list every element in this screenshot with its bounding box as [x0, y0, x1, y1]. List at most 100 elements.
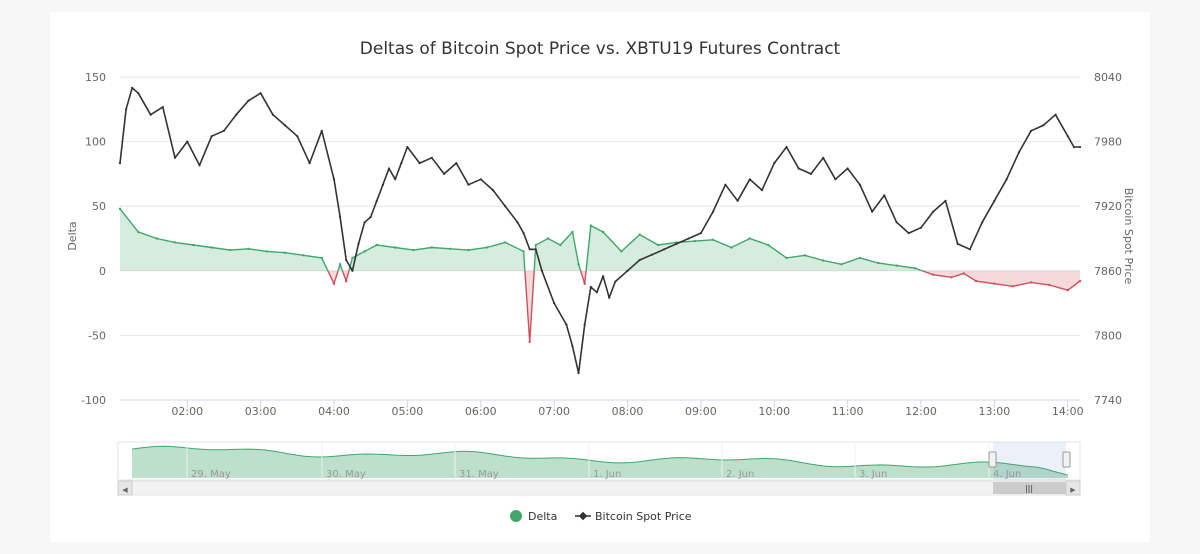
y-right-tick-label: 7920: [1094, 200, 1122, 213]
price-point: [308, 162, 311, 165]
price-point: [1042, 124, 1045, 127]
delta-point: [1011, 285, 1014, 288]
price-point: [871, 210, 874, 213]
price-point: [455, 162, 458, 165]
delta-point: [730, 246, 733, 249]
scrollbar-left-button[interactable]: [117, 480, 133, 496]
legend-item-price[interactable]: Bitcoin Spot Price: [575, 510, 692, 523]
price-point: [993, 199, 996, 202]
delta-point: [137, 230, 140, 234]
delta-point: [583, 282, 586, 285]
delta-point: [485, 246, 489, 249]
legend-delta-marker-icon: [510, 510, 522, 522]
delta-line-negative: [327, 270, 1080, 342]
delta-point: [351, 256, 354, 260]
price-point: [1078, 145, 1082, 149]
delta-point: [748, 237, 751, 240]
price-point: [1072, 145, 1075, 149]
y-axis-left-title: Delta: [66, 221, 79, 250]
price-point: [944, 199, 947, 202]
delta-point: [320, 256, 323, 260]
x-tick-label: 04:00: [318, 405, 350, 418]
delta-point: [877, 261, 880, 265]
scrollbar[interactable]: ◀ ||| ▶: [117, 480, 1081, 496]
scrollbar-right-button[interactable]: [1065, 480, 1081, 496]
navigator-date-label: 1. Jun: [593, 469, 621, 480]
price-series-layer: [118, 86, 1082, 375]
delta-point: [962, 272, 965, 275]
delta-point: [283, 251, 287, 254]
price-point: [534, 248, 537, 251]
x-tick-label: 03:00: [245, 405, 277, 418]
price-point: [357, 242, 360, 245]
navigator-left-handle[interactable]: [988, 451, 997, 468]
y-left-tick-label: -50: [88, 329, 106, 342]
delta-point: [559, 243, 562, 247]
price-point: [760, 189, 764, 192]
x-tick-label: 07:00: [538, 405, 570, 418]
price-point: [522, 232, 525, 235]
price-point: [400, 162, 403, 165]
scrollbar-thumb[interactable]: [993, 482, 1066, 494]
price-point: [565, 323, 568, 326]
price-point: [210, 135, 213, 138]
price-point: [363, 221, 366, 224]
delta-point: [1066, 289, 1070, 292]
price-point: [540, 269, 544, 272]
delta-point: [767, 243, 770, 247]
price-point: [968, 248, 972, 251]
price-line: [119, 87, 1080, 374]
delta-point: [638, 233, 641, 236]
legend-item-delta[interactable]: Delta: [510, 510, 557, 523]
delta-point: [412, 248, 415, 252]
price-point: [479, 178, 482, 181]
price-point: [1066, 135, 1069, 138]
price-point: [118, 162, 122, 165]
price-point: [504, 205, 507, 208]
price-point: [125, 108, 128, 111]
price-point: [907, 232, 910, 235]
delta-point: [332, 282, 336, 285]
y-right-tick-label: 7800: [1094, 329, 1122, 342]
price-point: [675, 242, 678, 245]
x-tick-label: 02:00: [171, 405, 203, 418]
price-point: [736, 199, 739, 202]
delta-point: [265, 250, 268, 253]
delta-point: [785, 256, 788, 260]
price-point: [956, 242, 959, 245]
navigator-selected-range[interactable]: [993, 442, 1066, 480]
x-tick-label: 14:00: [1052, 405, 1084, 418]
delta-point: [822, 259, 825, 262]
y-right-tick-label: 8040: [1094, 71, 1122, 84]
delta-point: [577, 263, 580, 266]
delta-point: [620, 250, 623, 253]
scrollbar-track[interactable]: [117, 480, 1081, 496]
price-point: [663, 248, 666, 251]
delta-point: [345, 279, 348, 283]
price-point: [516, 221, 519, 224]
x-tick-label: 13:00: [979, 405, 1011, 418]
price-point: [131, 86, 134, 89]
delta-point: [589, 224, 592, 227]
legend-price-marker-icon: [578, 511, 588, 521]
navigator[interactable]: 29. May 30. May 31. May 1. Jun 2. Jun 3. Jun 4…: [117, 441, 1081, 481]
scrollbar-right-arrow-icon: ▶: [1070, 486, 1076, 494]
delta-point: [546, 237, 550, 240]
price-point: [222, 129, 225, 132]
y-left-tick-label: 0: [99, 265, 106, 278]
delta-point: [528, 340, 531, 344]
price-point: [1054, 113, 1057, 116]
price-point: [589, 285, 592, 289]
price-point: [491, 189, 495, 192]
price-point: [614, 280, 617, 283]
y-left-tick-label: -100: [81, 394, 106, 407]
navigator-right-handle[interactable]: [1062, 451, 1071, 468]
price-point: [296, 135, 299, 138]
delta-point: [571, 230, 574, 234]
price-point: [528, 248, 531, 251]
price-point: [381, 183, 384, 186]
delta-point: [302, 254, 305, 257]
price-point: [186, 140, 189, 143]
delta-point: [601, 230, 605, 234]
